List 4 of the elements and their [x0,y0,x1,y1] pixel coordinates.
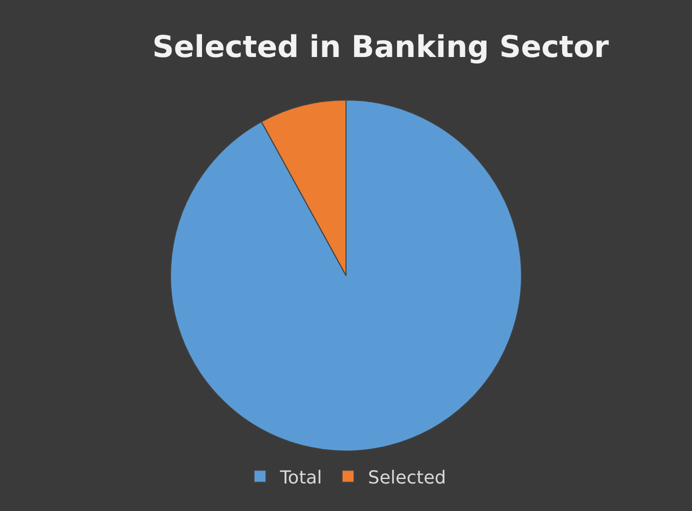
pie-slice [170,100,522,452]
legend-label: Selected [368,467,446,488]
legend-label: Total [279,467,322,488]
chart-title: Selected in Banking Sector [152,30,610,65]
